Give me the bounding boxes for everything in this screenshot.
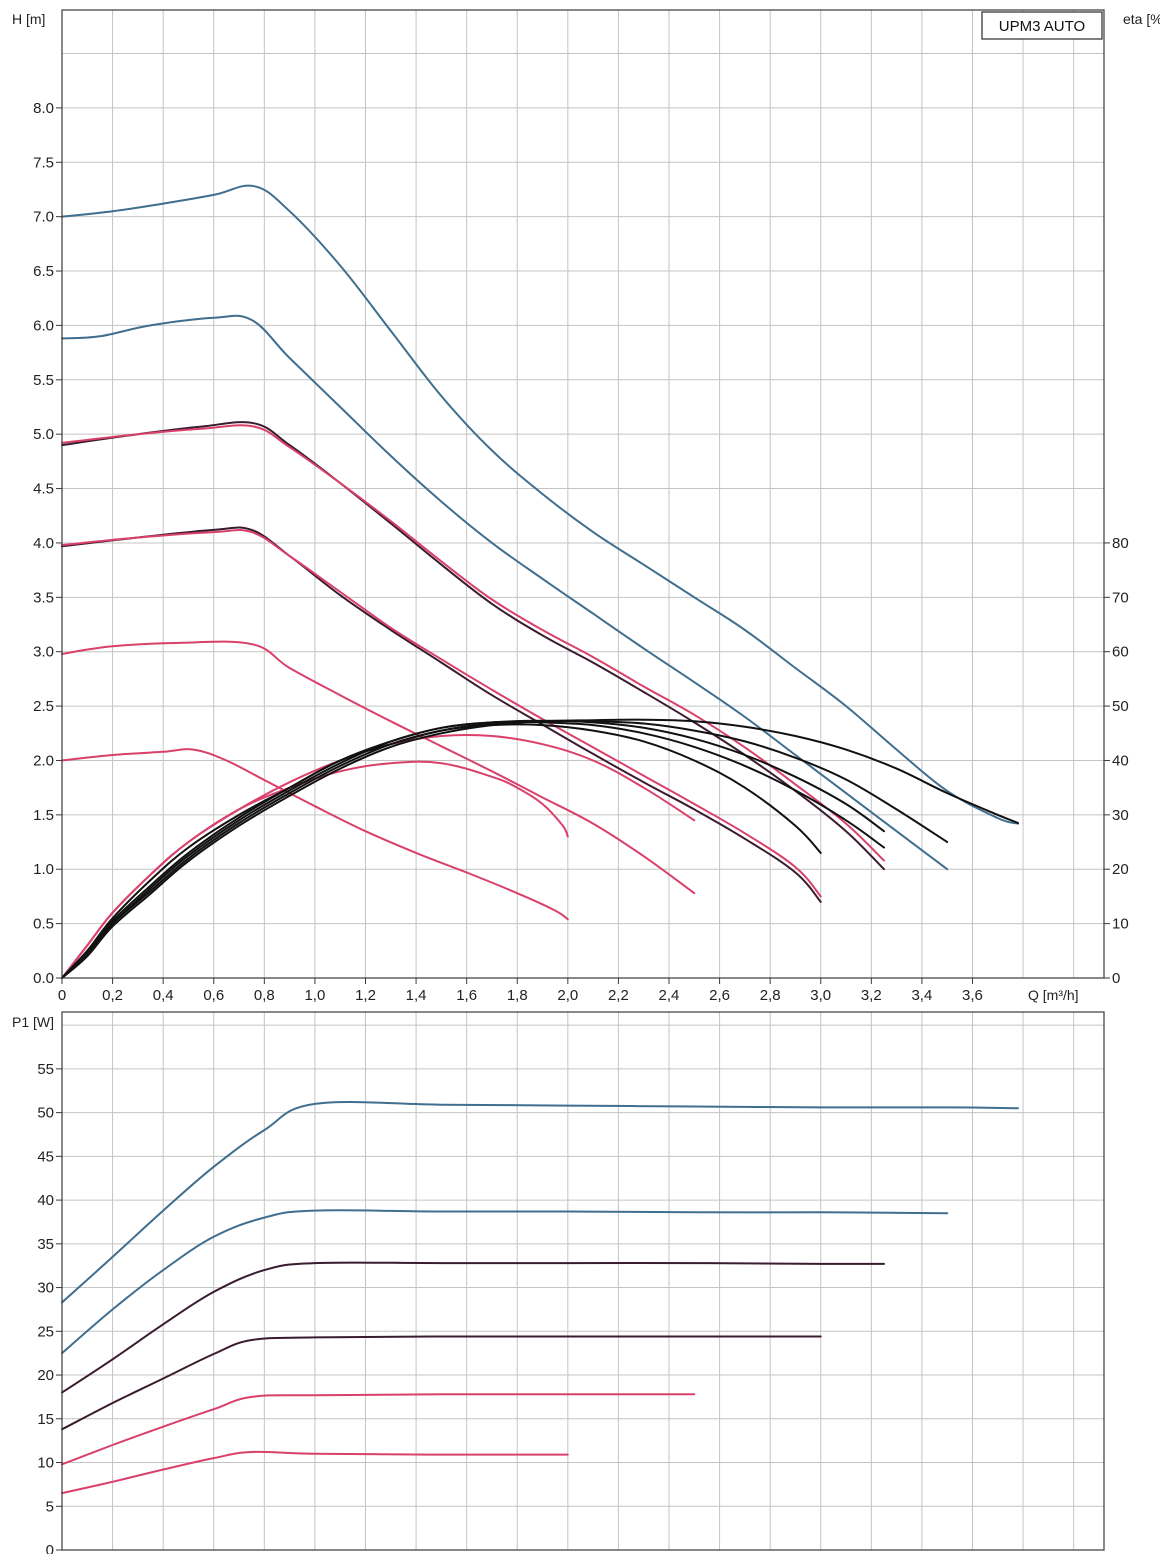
x-tick-label: 3,2 <box>861 987 882 1004</box>
p1-tick-label: 0 <box>46 1542 54 1554</box>
power-curve-3 <box>61 1335 822 1431</box>
y-tick-label: 1.0 <box>33 861 54 878</box>
x-tick-label: 1,6 <box>456 987 477 1004</box>
x-tick-label: 0,6 <box>203 987 224 1004</box>
head-curve-3 <box>61 424 885 862</box>
p1-tick-label: 55 <box>37 1061 54 1078</box>
y2-axis-label-eta: eta [%] <box>1123 11 1160 27</box>
power-grid <box>62 1012 1104 1550</box>
y-axis-label-p1: P1 [W] <box>12 1014 54 1030</box>
head-curve-1 <box>61 314 949 871</box>
y-tick-label: 6.5 <box>33 263 54 280</box>
y2-tick-label: 30 <box>1112 807 1129 824</box>
y-tick-label: 3.5 <box>33 589 54 606</box>
y-axis-label-h: H [m] <box>12 11 45 27</box>
x-tick-label: 3,4 <box>911 987 932 1004</box>
efficiency-curve-9 <box>61 733 696 979</box>
power-curve-0 <box>61 1100 1019 1304</box>
y-tick-label: 8.0 <box>33 100 54 117</box>
chart-title-box: UPM3 AUTO <box>981 11 1103 40</box>
y-tick-label: 4.0 <box>33 535 54 552</box>
power-curve-2 <box>61 1261 885 1394</box>
chart-title: UPM3 AUTO <box>999 18 1085 35</box>
p1-tick-label: 5 <box>46 1498 54 1515</box>
p1-tick-label: 35 <box>37 1236 54 1253</box>
x-tick-label: 1,2 <box>355 987 376 1004</box>
y-tick-label: 5.5 <box>33 372 54 389</box>
p1-tick-label: 30 <box>37 1280 54 1297</box>
p1-tick-label: 20 <box>37 1367 54 1384</box>
y2-tick-label: 40 <box>1112 752 1129 769</box>
y2-tick-label: 60 <box>1112 644 1129 661</box>
x-axis-label-q: Q [m³/h] <box>1028 987 1079 1003</box>
y-tick-label: 4.5 <box>33 481 54 498</box>
efficiency-curve-14 <box>61 718 1019 979</box>
x-tick-label: 0,4 <box>153 987 174 1004</box>
p1-tick-label: 15 <box>37 1411 54 1428</box>
p1-tick-label: 40 <box>37 1192 54 1209</box>
x-tick-label: 1,0 <box>304 987 325 1004</box>
head-grid <box>62 10 1104 978</box>
x-tick-label: 2,6 <box>709 987 730 1004</box>
y2-tick-label: 10 <box>1112 916 1129 933</box>
head-curve-2 <box>61 421 885 871</box>
x-tick-label: 1,8 <box>507 987 528 1004</box>
y-tick-label: 0.5 <box>33 916 54 933</box>
efficiency-curve-13 <box>61 720 949 979</box>
head-curve-4 <box>61 526 822 903</box>
x-tick-label: 2,4 <box>659 987 680 1004</box>
y-tick-label: 5.0 <box>33 426 54 443</box>
power-axis-ticks: 0 5 10 15 20 25 30 35 40 45 50 55 <box>37 1061 62 1554</box>
power-curve-1 <box>61 1209 949 1355</box>
y-tick-label: 2.5 <box>33 698 54 715</box>
head-curve-0 <box>61 184 1019 825</box>
y-tick-label: 1.5 <box>33 807 54 824</box>
y2-tick-label: 0 <box>1112 970 1120 987</box>
head-efficiency-chart: 0.0 0.5 1.0 1.5 2.0 2.5 3.0 3.5 4.0 4.5 5.0 5.5 6.0 6… <box>12 9 1160 1004</box>
p1-tick-label: 45 <box>37 1148 54 1165</box>
y-tick-label: 3.0 <box>33 644 54 661</box>
p1-tick-label: 25 <box>37 1323 54 1340</box>
x-tick-label: 3,6 <box>962 987 983 1004</box>
power-curve-4 <box>61 1393 696 1466</box>
head-curve-5 <box>61 528 822 898</box>
power-curves <box>61 1100 1019 1495</box>
y-tick-label: 6.0 <box>33 317 54 334</box>
head-chart-frame <box>61 9 1105 979</box>
x-tick-label: 0,2 <box>102 987 123 1004</box>
y-tick-label: 0.0 <box>33 970 54 987</box>
y2-tick-label: 80 <box>1112 535 1129 552</box>
head-axis-ticks: 0.0 0.5 1.0 1.5 2.0 2.5 3.0 3.5 4.0 4.5 5.0 5.5 6.0 6… <box>33 100 1129 1004</box>
efficiency-curve-12 <box>61 719 885 979</box>
y2-tick-label: 20 <box>1112 861 1129 878</box>
y2-tick-label: 50 <box>1112 698 1129 715</box>
x-tick-label: 2,2 <box>608 987 629 1004</box>
y-tick-label: 7.5 <box>33 154 54 171</box>
p1-tick-label: 50 <box>37 1105 54 1122</box>
head-curve-6 <box>61 640 696 895</box>
y-tick-label: 7.0 <box>33 209 54 226</box>
x-tick-label: 2,8 <box>760 987 781 1004</box>
x-tick-label: 0,8 <box>254 987 275 1004</box>
p1-tick-label: 10 <box>37 1455 54 1472</box>
y2-tick-label: 70 <box>1112 589 1129 606</box>
power-curve-5 <box>61 1450 569 1495</box>
x-tick-label: 2,0 <box>557 987 578 1004</box>
y-tick-label: 2.0 <box>33 752 54 769</box>
x-tick-label: 1,4 <box>406 987 427 1004</box>
head-curve-7 <box>61 748 569 921</box>
x-tick-label: 0 <box>58 987 66 1004</box>
power-chart: 0 5 10 15 20 25 30 35 40 45 50 55 P1 [W] <box>12 1011 1105 1554</box>
power-chart-frame <box>61 1011 1105 1551</box>
x-tick-label: 3,0 <box>810 987 831 1004</box>
head-curves <box>61 184 1019 979</box>
